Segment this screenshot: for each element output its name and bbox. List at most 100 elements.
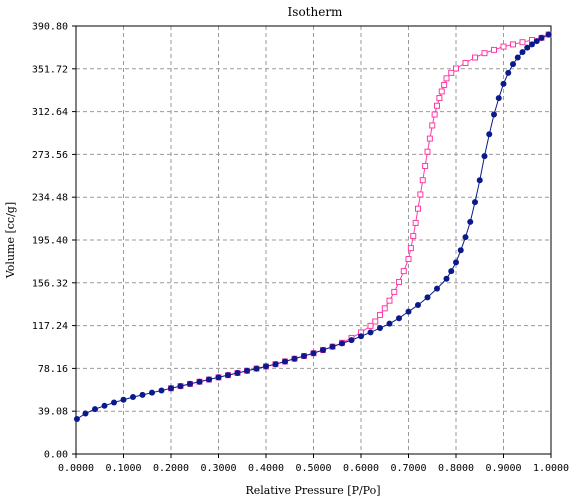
adsorption-point bbox=[244, 367, 250, 374]
desorption-point bbox=[438, 88, 445, 95]
desorption-point bbox=[431, 111, 438, 118]
y-tick-label: 273.56 bbox=[32, 150, 68, 161]
desorption-point bbox=[481, 50, 488, 57]
adsorption-point bbox=[263, 363, 269, 370]
series-adsorption bbox=[73, 31, 552, 422]
desorption-point bbox=[410, 233, 417, 240]
adsorption-point bbox=[486, 131, 493, 138]
adsorption-point bbox=[158, 387, 165, 394]
adsorption-point bbox=[234, 369, 241, 376]
y-tick-label: 156.32 bbox=[32, 278, 68, 289]
adsorption-point bbox=[177, 383, 184, 390]
y-tick-label: 195.40 bbox=[32, 236, 68, 247]
desorption-point bbox=[407, 245, 414, 252]
adsorption-point bbox=[111, 399, 117, 406]
desorption-point bbox=[426, 135, 433, 142]
desorption-point bbox=[412, 219, 419, 226]
desorption-point bbox=[462, 60, 469, 67]
adsorption-point bbox=[73, 415, 80, 422]
x-tick-label: 0.2000 bbox=[153, 463, 189, 474]
adsorption-point bbox=[168, 385, 174, 392]
x-tick-label: 0.4000 bbox=[248, 463, 284, 474]
y-tick-label: 39.08 bbox=[38, 407, 68, 418]
adsorption-point bbox=[396, 315, 402, 322]
desorption-point bbox=[415, 205, 421, 212]
y-tick-label: 78.16 bbox=[38, 364, 68, 375]
desorption-point bbox=[367, 322, 374, 329]
adsorption-point bbox=[282, 358, 288, 365]
adsorption-point bbox=[358, 333, 364, 340]
desorption-point bbox=[424, 148, 431, 155]
desorption-point bbox=[436, 95, 443, 102]
adsorption-point bbox=[253, 365, 260, 372]
adsorption-point bbox=[130, 394, 136, 401]
adsorption-point bbox=[139, 391, 146, 398]
adsorption-point bbox=[320, 346, 326, 353]
x-tick-label: 0.1000 bbox=[105, 463, 141, 474]
adsorption-point bbox=[386, 320, 393, 327]
adsorption-point bbox=[187, 380, 193, 387]
y-tick-label: 234.48 bbox=[32, 193, 68, 204]
desorption-point bbox=[519, 39, 526, 46]
adsorption-point bbox=[291, 355, 298, 362]
adsorption-point bbox=[101, 402, 108, 409]
chart-title: Isotherm bbox=[288, 5, 344, 19]
desorption-point bbox=[510, 41, 516, 48]
x-tick-label: 0.6000 bbox=[343, 463, 379, 474]
desorption-point bbox=[381, 305, 388, 312]
desorption-point bbox=[417, 191, 424, 198]
desorption-point bbox=[419, 177, 426, 184]
adsorption-point bbox=[225, 372, 231, 379]
adsorption-point bbox=[339, 340, 345, 347]
adsorption-point bbox=[545, 31, 552, 38]
adsorption-point bbox=[453, 259, 459, 266]
adsorption-point bbox=[481, 153, 488, 160]
x-tick-label: 0.0000 bbox=[58, 463, 94, 474]
adsorption-point bbox=[519, 49, 526, 56]
x-tick-label: 0.7000 bbox=[390, 463, 426, 474]
adsorption-point bbox=[367, 329, 374, 336]
desorption-point bbox=[372, 318, 379, 325]
y-tick-label: 312.64 bbox=[32, 107, 68, 118]
x-tick-label: 0.3000 bbox=[200, 463, 236, 474]
adsorption-point bbox=[215, 374, 222, 381]
adsorption-point bbox=[415, 302, 421, 309]
adsorption-point bbox=[92, 406, 98, 413]
adsorption-point bbox=[149, 389, 155, 396]
adsorption-point bbox=[533, 38, 540, 45]
desorption-point bbox=[491, 46, 497, 53]
desorption-point bbox=[400, 268, 407, 275]
desorption-point bbox=[377, 311, 383, 318]
adsorption-point bbox=[448, 268, 455, 275]
desorption-point bbox=[434, 102, 440, 109]
adsorption-point bbox=[196, 378, 203, 385]
x-tick-label: 0.5000 bbox=[295, 463, 331, 474]
adsorption-point bbox=[467, 218, 474, 225]
x-tick-label: 0.9000 bbox=[485, 463, 521, 474]
desorption-point bbox=[441, 81, 448, 88]
desorption-point bbox=[448, 69, 455, 76]
x-tick-label: 0.8000 bbox=[438, 463, 474, 474]
y-tick-label: 117.24 bbox=[32, 321, 68, 332]
adsorption-point bbox=[524, 44, 531, 51]
adsorption-point bbox=[377, 325, 383, 332]
adsorption-point bbox=[476, 177, 483, 184]
y-axis: 0.00 39.08 78.16 117.24 156.32 195.40 234.48 27… bbox=[32, 22, 76, 461]
adsorption-point bbox=[491, 111, 497, 118]
adsorption-point bbox=[538, 34, 545, 41]
desorption-point bbox=[422, 162, 429, 169]
grid bbox=[76, 26, 551, 454]
adsorption-point bbox=[434, 285, 440, 292]
x-tick-label: 1.0000 bbox=[533, 463, 569, 474]
adsorption-point bbox=[301, 352, 307, 359]
y-axis-label: Volume [cc/g] bbox=[4, 202, 17, 279]
adsorption-point bbox=[529, 41, 535, 48]
adsorption-point bbox=[348, 337, 355, 344]
y-tick-label: 0.00 bbox=[44, 450, 68, 461]
desorption-point bbox=[443, 75, 450, 82]
adsorption-point bbox=[405, 308, 412, 315]
y-tick-label: 351.72 bbox=[32, 64, 68, 75]
desorption-point bbox=[429, 122, 436, 129]
